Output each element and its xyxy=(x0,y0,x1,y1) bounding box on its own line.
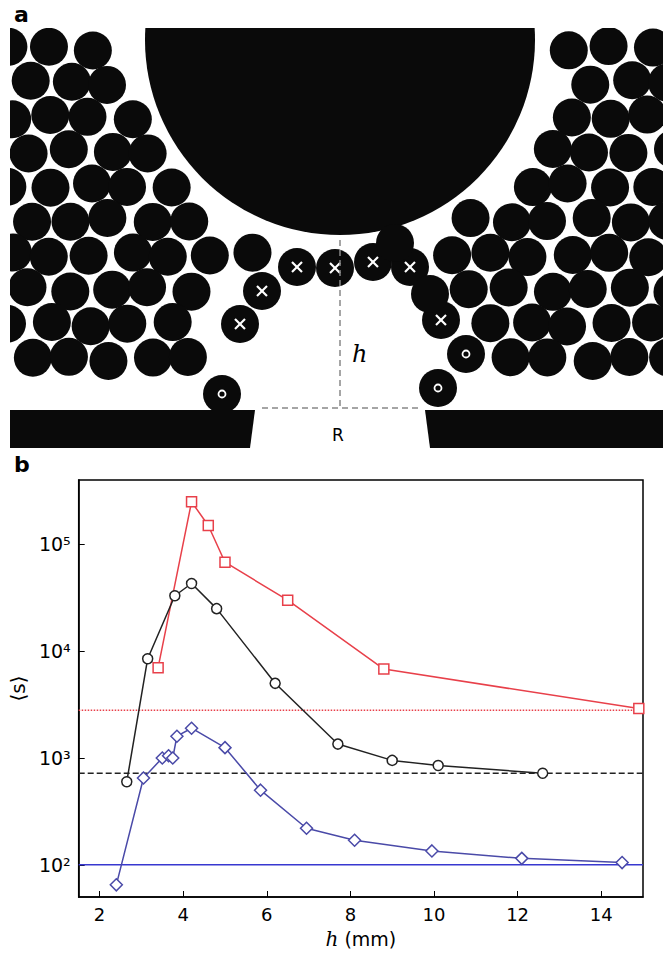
svg-text:R: R xyxy=(332,425,344,445)
svg-text:10⁵: 10⁵ xyxy=(39,533,71,555)
svg-text:4: 4 xyxy=(177,904,188,925)
svg-text:10²: 10² xyxy=(39,854,71,876)
svg-text:(mm): (mm) xyxy=(338,928,396,950)
svg-text:10: 10 xyxy=(423,904,446,925)
svg-text:h: h xyxy=(325,927,338,951)
html-text:a: a xyxy=(14,2,29,27)
svg-text:8: 8 xyxy=(345,904,356,925)
svg-text:2: 2 xyxy=(94,904,105,925)
svg-text:10³: 10³ xyxy=(39,747,71,769)
svg-text:10⁴: 10⁴ xyxy=(39,640,71,662)
svg-text:14: 14 xyxy=(590,904,613,925)
svg-text:⟨s⟩: ⟨s⟩ xyxy=(6,675,30,701)
svg-text:h: h xyxy=(352,340,367,368)
svg-text:12: 12 xyxy=(506,904,529,925)
html-text:b: b xyxy=(14,452,30,477)
svg-text:6: 6 xyxy=(261,904,272,925)
